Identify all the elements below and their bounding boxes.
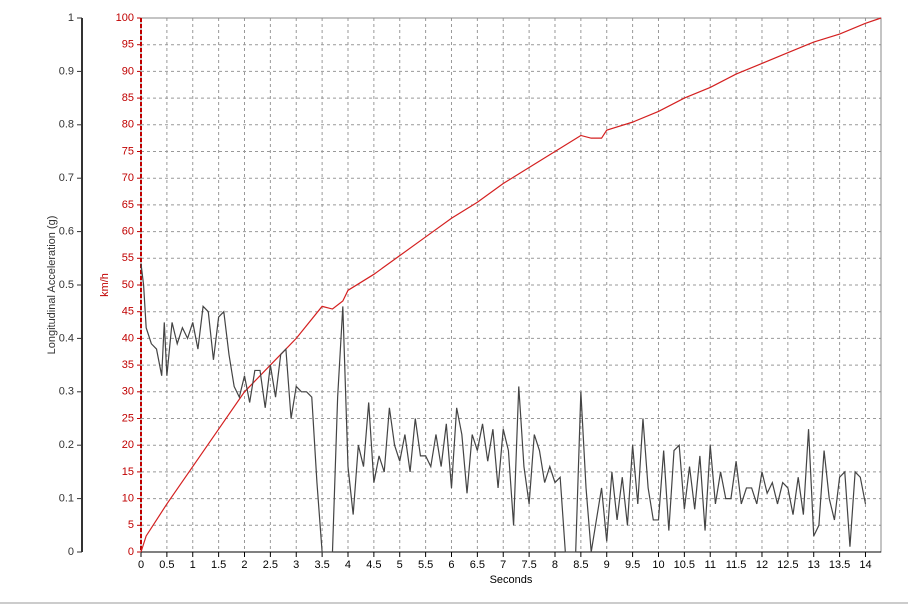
x-tick-label: 1.5	[211, 559, 226, 571]
y2-tick-label: 60	[122, 226, 134, 238]
y2-tick-label: 70	[122, 172, 134, 184]
x-tick-label: 14	[859, 559, 871, 571]
x-tick-label: 6.5	[470, 559, 485, 571]
x-tick-label: 9.5	[625, 559, 640, 571]
y-tick-label: 0.5	[59, 279, 74, 291]
x-tick-label: 1	[190, 559, 196, 571]
y2-tick-label: 90	[122, 65, 134, 77]
x-tick-label: 8.5	[573, 559, 588, 571]
y2-tick-label: 40	[122, 332, 134, 344]
x-tick-label: 11.5	[726, 559, 747, 571]
y2-tick-label: 80	[122, 119, 134, 131]
x-tick-label: 13	[808, 559, 820, 571]
x-tick-label: 2.5	[263, 559, 278, 571]
x-tick-label: 5.5	[418, 559, 433, 571]
y2-tick-label: 55	[122, 252, 134, 264]
x-tick-label: 6	[448, 559, 454, 571]
y2-tick-label: 5	[128, 519, 134, 531]
y2-axis-title: km/h	[99, 273, 111, 297]
y2-tick-label: 10	[122, 493, 134, 505]
x-tick-label: 4.5	[366, 559, 381, 571]
x-tick-label: 13.5	[829, 559, 850, 571]
x-tick-label: 3.5	[314, 559, 329, 571]
y2-tick-label: 30	[122, 386, 134, 398]
y2-tick-label: 85	[122, 92, 134, 104]
y2-tick-label: 45	[122, 306, 134, 318]
x-tick-label: 11	[705, 559, 716, 571]
y-tick-label: 0.3	[59, 386, 74, 398]
x-axis-title: Seconds	[490, 574, 533, 586]
x-tick-label: 4	[345, 559, 351, 571]
x-tick-label: 12.5	[777, 559, 798, 571]
series-line	[140, 263, 867, 553]
x-tick-label: 10	[652, 559, 664, 571]
y-tick-label: 1	[68, 12, 74, 24]
y2-tick-label: 100	[116, 12, 134, 24]
y2-tick-label: 15	[122, 466, 134, 478]
x-tick-label: 5	[397, 559, 403, 571]
x-tick-label: 9	[604, 559, 610, 571]
y-tick-label: 0	[68, 546, 74, 558]
y-tick-label: 0.8	[59, 119, 74, 131]
y2-tick-label: 0	[128, 546, 134, 558]
y-tick-label: 0.9	[59, 65, 74, 77]
y2-tick-label: 95	[122, 39, 134, 51]
x-tick-label: 7	[500, 559, 506, 571]
y2-tick-label: 35	[122, 359, 134, 371]
y2-tick-label: 20	[122, 439, 134, 451]
y-tick-label: 0.2	[59, 439, 74, 451]
x-tick-label: 0.5	[159, 559, 174, 571]
y-tick-label: 0.4	[59, 332, 74, 344]
x-tick-label: 12	[756, 559, 768, 571]
y-tick-label: 0.1	[59, 493, 74, 505]
y2-tick-label: 25	[122, 412, 134, 424]
x-tick-label: 0	[138, 559, 144, 571]
x-tick-label: 10.5	[674, 559, 695, 571]
y-tick-label: 0.6	[59, 226, 74, 238]
x-tick-label: 8	[552, 559, 558, 571]
x-tick-label: 3	[293, 559, 299, 571]
x-tick-label: 7.5	[521, 559, 536, 571]
y2-tick-label: 50	[122, 279, 134, 291]
y2-tick-label: 65	[122, 199, 134, 211]
series-line	[140, 17, 882, 553]
x-tick-label: 2	[241, 559, 247, 571]
y2-tick-label: 75	[122, 145, 134, 157]
y-axis-title: Longitudinal Acceleration (g)	[46, 216, 58, 355]
y-tick-label: 0.7	[59, 172, 74, 184]
